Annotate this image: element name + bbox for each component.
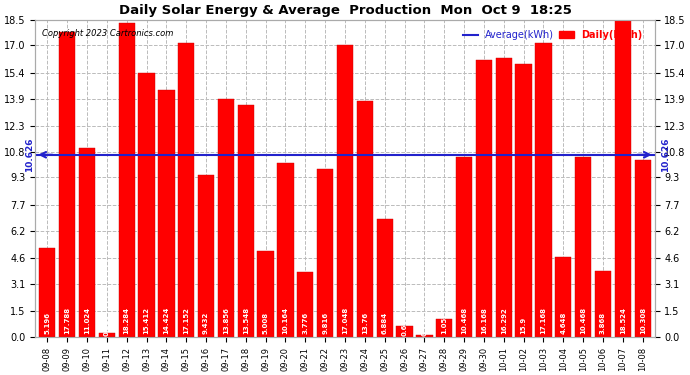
Text: 1.052: 1.052 [441, 312, 447, 334]
Bar [615, 19, 631, 337]
Text: 4.648: 4.648 [560, 312, 566, 334]
Text: 10.626: 10.626 [661, 138, 670, 172]
Bar [277, 163, 294, 337]
Bar [416, 335, 433, 337]
Bar [257, 251, 274, 337]
Text: 18.284: 18.284 [124, 307, 130, 334]
Bar [317, 169, 333, 337]
Bar [515, 64, 532, 337]
Bar [456, 158, 472, 337]
Bar [79, 148, 95, 337]
Text: 13.548: 13.548 [243, 307, 249, 334]
Text: 10.626: 10.626 [26, 138, 34, 172]
Text: 13.856: 13.856 [223, 308, 229, 334]
Text: 13.76: 13.76 [362, 312, 368, 334]
Bar [337, 45, 353, 337]
Bar [39, 248, 55, 337]
Text: 15.412: 15.412 [144, 308, 150, 334]
Text: 10.468: 10.468 [580, 307, 586, 334]
Text: 14.424: 14.424 [164, 307, 169, 334]
Bar [635, 160, 651, 337]
Text: 3.776: 3.776 [302, 312, 308, 334]
Text: 0.216: 0.216 [104, 315, 110, 336]
Bar [158, 90, 175, 337]
Bar [595, 271, 611, 337]
Bar [575, 158, 591, 337]
Text: 16.168: 16.168 [481, 308, 487, 334]
Bar [119, 23, 135, 337]
Text: 11.024: 11.024 [84, 307, 90, 334]
Bar [297, 272, 313, 337]
Text: 5.196: 5.196 [44, 312, 50, 334]
Bar [357, 101, 373, 337]
Text: 5.008: 5.008 [263, 312, 268, 334]
Bar [396, 326, 413, 337]
Bar [198, 175, 214, 337]
Text: 17.168: 17.168 [540, 308, 546, 334]
Text: 15.9: 15.9 [521, 317, 526, 334]
Bar [178, 43, 195, 337]
Text: 9.816: 9.816 [322, 312, 328, 334]
Legend: Average(kWh), Daily(kWh): Average(kWh), Daily(kWh) [459, 26, 647, 44]
Title: Daily Solar Energy & Average  Production  Mon  Oct 9  18:25: Daily Solar Energy & Average Production … [119, 4, 571, 17]
Text: 18.524: 18.524 [620, 308, 626, 334]
Bar [59, 32, 75, 337]
Bar [436, 319, 453, 337]
Text: 0.128: 0.128 [422, 314, 427, 336]
Bar [218, 99, 234, 337]
Bar [99, 333, 115, 337]
Text: 17.788: 17.788 [64, 307, 70, 334]
Bar [139, 73, 155, 337]
Text: 10.308: 10.308 [640, 307, 646, 334]
Bar [237, 105, 254, 337]
Text: 17.152: 17.152 [184, 308, 189, 334]
Text: Copyright 2023 Cartronics.com: Copyright 2023 Cartronics.com [41, 29, 173, 38]
Text: 0.668: 0.668 [402, 315, 408, 336]
Text: 17.048: 17.048 [342, 307, 348, 334]
Bar [377, 219, 393, 337]
Bar [476, 60, 492, 337]
Text: 16.292: 16.292 [501, 308, 506, 334]
Text: 3.868: 3.868 [600, 312, 606, 334]
Text: 9.432: 9.432 [203, 312, 209, 334]
Bar [555, 257, 571, 337]
Text: 10.164: 10.164 [282, 307, 288, 334]
Bar [495, 58, 512, 337]
Bar [535, 43, 551, 337]
Text: 10.468: 10.468 [461, 307, 467, 334]
Text: 6.884: 6.884 [382, 312, 388, 334]
